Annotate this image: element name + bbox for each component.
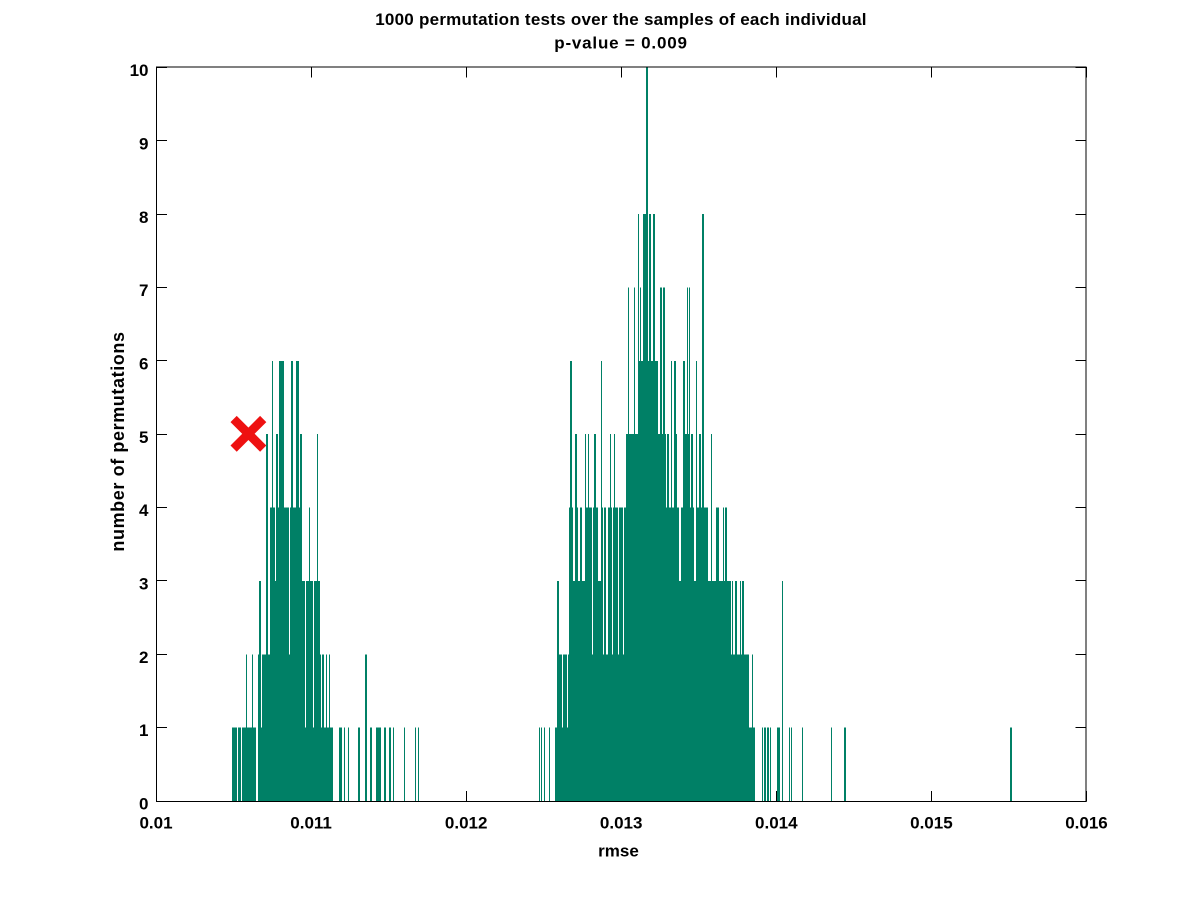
svg-text:0.011: 0.011 [290, 813, 332, 832]
svg-text:4: 4 [139, 501, 149, 520]
svg-text:number of permutations: number of permutations [108, 331, 128, 551]
svg-text:0.012: 0.012 [445, 813, 488, 832]
svg-text:7: 7 [139, 281, 148, 300]
svg-text:3: 3 [139, 575, 148, 594]
svg-text:rmse: rmse [598, 842, 639, 861]
svg-text:1000 permutation tests over th: 1000 permutation tests over the samples … [375, 10, 867, 29]
svg-text:0.016: 0.016 [1065, 813, 1108, 832]
svg-text:0.014: 0.014 [755, 813, 798, 832]
svg-text:0.01: 0.01 [139, 813, 172, 832]
svg-text:1: 1 [139, 721, 148, 740]
svg-text:6: 6 [139, 355, 148, 374]
svg-text:10: 10 [130, 61, 149, 80]
svg-text:0: 0 [139, 795, 148, 814]
svg-text:0.013: 0.013 [600, 813, 643, 832]
svg-text:2: 2 [139, 648, 148, 667]
svg-text:9: 9 [139, 135, 148, 154]
svg-text:0.015: 0.015 [910, 813, 953, 832]
svg-text:p-value = 0.009: p-value = 0.009 [554, 34, 687, 53]
svg-text:5: 5 [139, 428, 148, 447]
svg-text:8: 8 [139, 208, 148, 227]
